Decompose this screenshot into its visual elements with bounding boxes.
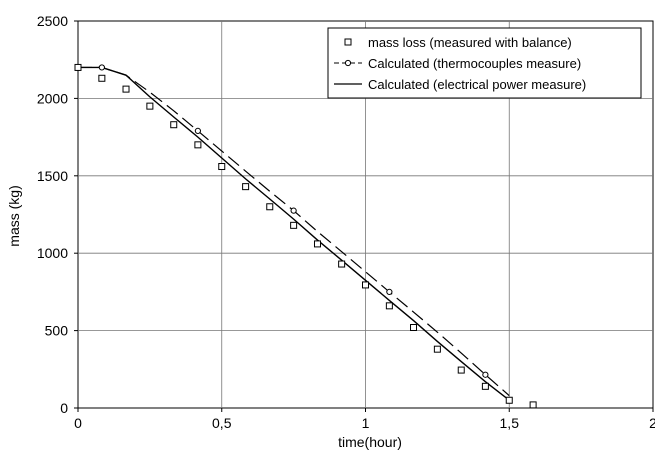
balance-point — [362, 281, 369, 289]
balance-point — [410, 324, 418, 332]
balance-point — [122, 85, 130, 93]
thermocouples-point — [386, 288, 393, 295]
legend-box — [327, 27, 642, 99]
x-tick-label: 2 — [649, 415, 655, 431]
y-axis-title: mass (kg) — [6, 185, 22, 246]
balance-point — [74, 63, 82, 71]
y-tick-label: 1000 — [37, 245, 68, 261]
y-tick-label: 1500 — [37, 168, 68, 184]
legend: mass loss (measured with balance) Calcula… — [327, 27, 642, 99]
y-axis-ticks: 0 500 1000 1500 2000 2500 — [37, 13, 78, 416]
series-line-electrical — [78, 66, 510, 401]
x-tick-label: 0,5 — [212, 415, 232, 431]
x-tick-label: 1 — [362, 415, 370, 431]
y-tick-label: 500 — [45, 323, 69, 339]
balance-point — [505, 396, 513, 404]
legend-label: Calculated (thermocouples measure) — [368, 56, 581, 71]
balance-point — [146, 102, 154, 110]
thermocouples-point — [290, 207, 297, 214]
balance-point — [385, 302, 393, 310]
y-tick-label: 0 — [60, 400, 68, 416]
balance-point — [457, 366, 465, 374]
balance-point — [266, 203, 274, 211]
balance-point — [313, 240, 321, 248]
balance-point — [170, 121, 178, 129]
balance-point — [481, 382, 489, 390]
legend-label: Calculated (electrical power measure) — [368, 77, 586, 92]
x-axis-ticks: 0 0,5 1 1,5 2 — [74, 408, 655, 431]
x-axis-title: time(hour) — [338, 434, 402, 450]
thermocouples-point — [98, 64, 105, 71]
balance-point — [433, 345, 441, 353]
balance-point — [338, 260, 346, 268]
x-tick-label: 1,5 — [500, 415, 520, 431]
thermocouples-point — [482, 371, 489, 378]
y-tick-label: 2000 — [37, 90, 68, 106]
legend-marker-balance — [344, 38, 352, 46]
x-tick-label: 0 — [74, 415, 82, 431]
balance-point — [242, 183, 250, 191]
series-layer — [74, 63, 537, 409]
thermocouples-point — [194, 127, 201, 135]
legend-label: mass loss (measured with balance) — [368, 35, 572, 50]
balance-point — [529, 401, 537, 409]
y-tick-label: 2500 — [37, 13, 68, 29]
balance-point — [98, 74, 106, 82]
balance-point — [218, 163, 226, 171]
balance-point — [290, 221, 298, 229]
balance-point — [194, 141, 202, 149]
legend-marker-thermocouples — [344, 59, 352, 67]
